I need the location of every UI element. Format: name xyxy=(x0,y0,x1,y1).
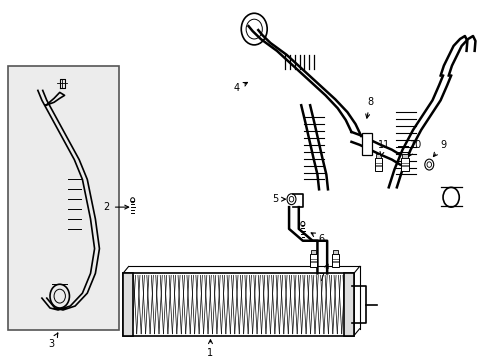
Text: 7: 7 xyxy=(318,264,327,283)
Text: 5: 5 xyxy=(272,194,285,204)
Bar xyxy=(331,254,338,267)
Bar xyxy=(344,273,353,336)
Bar xyxy=(332,250,337,254)
Text: 11: 11 xyxy=(377,140,389,156)
Bar xyxy=(310,250,315,254)
Bar xyxy=(309,254,316,267)
Text: 1: 1 xyxy=(207,340,213,357)
Text: 6: 6 xyxy=(310,233,324,244)
Text: 10: 10 xyxy=(408,140,422,156)
Bar xyxy=(361,133,371,155)
Bar xyxy=(8,66,119,330)
Text: 9: 9 xyxy=(432,140,445,157)
Bar xyxy=(374,158,381,171)
Text: 8: 8 xyxy=(365,97,372,118)
Text: 2: 2 xyxy=(103,202,128,212)
Bar xyxy=(375,154,380,158)
Bar xyxy=(402,154,407,158)
Bar xyxy=(122,273,353,336)
Text: 3: 3 xyxy=(48,333,58,348)
Bar xyxy=(122,273,132,336)
Bar xyxy=(401,158,408,171)
Text: 4: 4 xyxy=(233,82,247,94)
